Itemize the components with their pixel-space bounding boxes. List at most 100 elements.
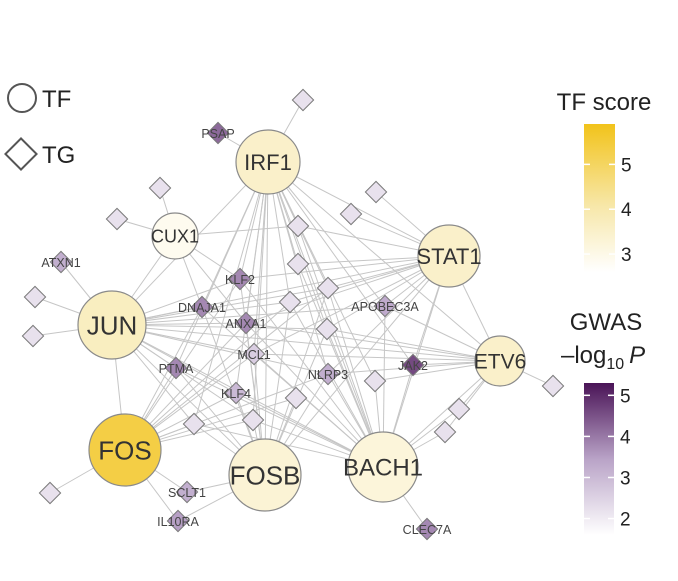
tf-score-tick-label: 5: [621, 155, 632, 176]
tg-diamond-icon: [291, 88, 315, 112]
tg-node-u1[interactable]: [291, 88, 315, 112]
edge-bach1-u10: [297, 225, 384, 468]
tg-diamond-icon: [175, 480, 199, 504]
tg-node-u7[interactable]: [21, 324, 45, 348]
gwas-colorbar-title-line1: GWAS: [570, 309, 642, 336]
tf-node-etv6[interactable]: ETV6: [474, 335, 527, 387]
tg-node-ptma[interactable]: PTMA: [159, 356, 194, 380]
tg-node-u5[interactable]: [339, 202, 363, 226]
tg-node-u15[interactable]: [182, 412, 206, 436]
tg-node-dnaja1[interactable]: DNAJA1: [178, 295, 226, 319]
tf-node-cux1[interactable]: CUX1: [151, 212, 199, 260]
gwas-title-subscript: 10: [606, 356, 624, 373]
edge-etv6-mcl1: [253, 353, 501, 362]
tf-circle-icon: [77, 290, 147, 360]
tg-diamond-icon: [339, 202, 363, 226]
tg-diamond-icon: [286, 252, 310, 276]
tg-node-u12[interactable]: [278, 290, 302, 314]
tg-label-atxn1: ATXN1: [41, 256, 80, 270]
tg-node-u20[interactable]: [284, 386, 308, 410]
tg-node-anxa1[interactable]: ANXA1: [226, 311, 267, 335]
tg-node-u2[interactable]: [148, 176, 172, 200]
tg-label-psap: PSAP: [201, 127, 234, 141]
tg-diamond-icon: [278, 290, 302, 314]
edge-bach1-ptma: [175, 367, 384, 468]
tf-circle-icon: [88, 413, 162, 487]
tf-circle-icon: [228, 438, 302, 512]
tg-node-klf4[interactable]: KLF4: [221, 381, 251, 405]
tf-label-cux1: CUX1: [151, 226, 199, 246]
gwas-tick-label: 4: [620, 427, 631, 448]
tg-diamond-icon: [23, 285, 47, 309]
tg-diamond-icon: [182, 412, 206, 436]
tg-node-apobec3a[interactable]: APOBEC3A: [351, 294, 419, 318]
edge-fos-u12: [124, 301, 291, 451]
tg-label-klf2: KLF2: [225, 273, 255, 287]
tg-diamond-icon: [242, 342, 266, 366]
tg-node-u17[interactable]: [363, 369, 387, 393]
tg-node-u19[interactable]: [433, 420, 457, 444]
tf-score-tick-label: 3: [621, 245, 632, 266]
tg-label-anxa1: ANXA1: [226, 317, 267, 331]
transcription-factor-layer: IRF1 CUX1 STAT1 JUN ETV6 FOS FOSB BACH1: [77, 129, 527, 512]
edge-stat1-mcl1: [253, 255, 450, 355]
tg-node-psap[interactable]: PSAP: [201, 121, 235, 145]
tg-diamond-icon: [166, 509, 190, 533]
tf-label-fos: FOS: [98, 435, 151, 465]
tg-node-u6[interactable]: [23, 285, 47, 309]
tf-node-fos[interactable]: FOS: [88, 413, 162, 487]
tf-node-jun[interactable]: JUN: [77, 290, 147, 360]
tg-node-clec7a[interactable]: CLEC7A: [403, 517, 452, 541]
tf-node-stat1[interactable]: STAT1: [416, 224, 482, 288]
tf-legend-circle-icon: [7, 83, 37, 113]
tg-node-klf2[interactable]: KLF2: [225, 267, 255, 291]
tg-node-u16[interactable]: [241, 408, 265, 432]
tg-node-il10ra[interactable]: IL10RA: [157, 509, 200, 533]
tg-diamond-icon: [105, 207, 129, 231]
tg-diamond-icon: [234, 311, 258, 335]
tg-diamond-icon: [364, 180, 388, 204]
tg-node-sclt1[interactable]: SCLT1: [168, 480, 206, 504]
tf-circle-icon: [474, 335, 526, 387]
tg-node-mcl1[interactable]: MCL1: [237, 342, 271, 366]
tg-node-u4[interactable]: [364, 180, 388, 204]
edge-stat1-anxa1: [245, 255, 450, 324]
tf-node-bach1[interactable]: BACH1: [343, 431, 423, 503]
edge-jun-etv6: [111, 324, 501, 362]
edge-irf1-stat1: [267, 161, 450, 257]
edge-irf1-bach1: [267, 161, 384, 468]
tf-circle-icon: [417, 224, 481, 288]
edge-jun-u14: [111, 324, 328, 330]
tf-score-colorbar-ticks: 5 4 3: [584, 155, 632, 266]
tg-diamond-icon: [401, 353, 425, 377]
tf-node-fosb[interactable]: FOSB: [228, 438, 302, 512]
tf-legend-label: TF: [42, 86, 71, 113]
tf-circle-icon: [235, 129, 301, 195]
edge-irf1-etv6: [267, 161, 501, 362]
tg-diamond-icon: [38, 481, 62, 505]
tg-diamond-icon: [49, 250, 73, 274]
tg-label-nlrp3: NLRP3: [308, 368, 348, 382]
tg-legend-diamond-icon: [4, 137, 38, 171]
tg-node-jak2[interactable]: JAK2: [398, 353, 428, 377]
tg-node-u18[interactable]: [447, 397, 471, 421]
tg-node-atxn1[interactable]: ATXN1: [41, 250, 81, 274]
tf-node-irf1[interactable]: IRF1: [235, 129, 301, 195]
tg-node-u13[interactable]: [316, 276, 340, 300]
tg-node-nlrp3[interactable]: NLRP3: [308, 362, 348, 386]
tg-diamond-icon: [190, 295, 214, 319]
tf-label-etv6: ETV6: [474, 351, 527, 374]
tg-node-u14[interactable]: [315, 317, 339, 341]
tg-diamond-icon: [316, 362, 340, 386]
tg-diamond-icon: [433, 420, 457, 444]
tf-score-tick-label: 4: [621, 200, 632, 221]
tg-node-u3[interactable]: [105, 207, 129, 231]
edge-irf1-u16: [252, 161, 269, 421]
tg-node-u8[interactable]: [541, 374, 565, 398]
edge-fos-u13: [124, 287, 329, 451]
tg-node-u9[interactable]: [38, 481, 62, 505]
tf-label-stat1: STAT1: [416, 244, 481, 269]
tg-diamond-icon: [148, 176, 172, 200]
tg-node-u10[interactable]: [286, 214, 310, 238]
tg-node-u11[interactable]: [286, 252, 310, 276]
